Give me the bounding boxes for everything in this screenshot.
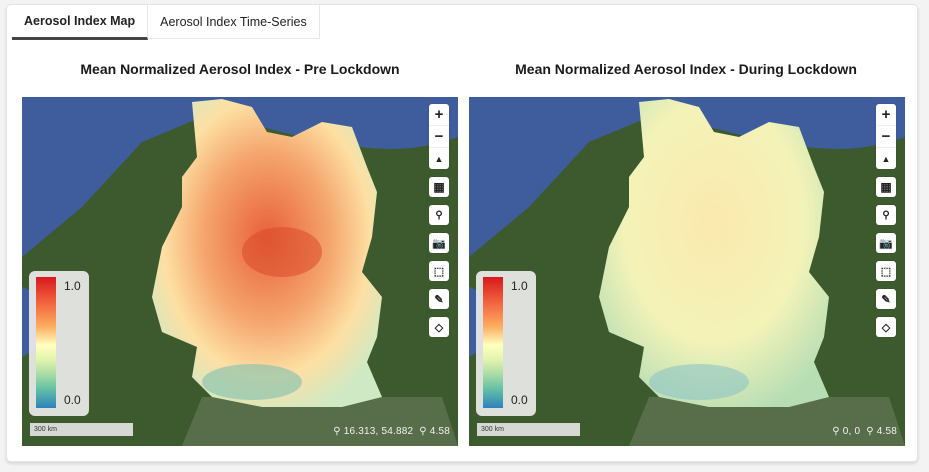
screenshot-button[interactable]: 📷 xyxy=(429,233,449,253)
colorbar-legend: 1.0 0.0 xyxy=(29,271,89,416)
zoom-control-group: + − ▲ xyxy=(429,104,449,169)
tab-aerosol-index-time-series[interactable]: Aerosol Index Time-Series xyxy=(148,5,320,39)
panel-title-pre-lockdown: Mean Normalized Aerosol Index - Pre Lock… xyxy=(80,61,400,77)
zoom-control-group: + − ▲ xyxy=(876,104,896,169)
screenshot-button[interactable]: 📷 xyxy=(876,233,896,253)
zoom-out-button[interactable]: − xyxy=(876,126,896,148)
legend-min: 0.0 xyxy=(64,393,81,407)
zoom-in-button[interactable]: + xyxy=(876,104,896,126)
select-region-button[interactable]: ⬚ xyxy=(429,261,449,281)
basemap-grid-button[interactable]: ▦ xyxy=(429,177,449,197)
map-during-lockdown[interactable]: 1.0 0.0 300 km ⚲ 0, 0 ⚲ 4.58 + − ▲ ▦ ⚲ 📷… xyxy=(469,97,905,446)
select-region-button[interactable]: ⬚ xyxy=(876,261,896,281)
map-pre-lockdown[interactable]: 1.0 0.0 300 km ⚲ 16.313, 54.882 ⚲ 4.58 +… xyxy=(22,97,458,446)
satellite-basemap xyxy=(22,97,458,446)
zoom-level-icon: ⚲ xyxy=(866,426,874,437)
coords-value: 16.313, 54.882 xyxy=(343,426,414,437)
legend-max: 1.0 xyxy=(64,279,81,293)
scale-bar: 300 km xyxy=(477,423,580,436)
tab-bar: Aerosol Index Map Aerosol Index Time-Ser… xyxy=(12,5,320,40)
panel-title-during-lockdown: Mean Normalized Aerosol Index - During L… xyxy=(515,61,857,77)
coordinates-display: ⚲ 0, 0 ⚲ 4.58 xyxy=(832,426,897,437)
tab-aerosol-index-map[interactable]: Aerosol Index Map xyxy=(12,5,149,40)
basemap-grid-button[interactable]: ▦ xyxy=(876,177,896,197)
compass-reset-button[interactable]: ▲ xyxy=(881,153,891,164)
legend-max: 1.0 xyxy=(511,279,528,293)
zoom-level-icon: ⚲ xyxy=(419,426,427,437)
coords-value: 0, 0 xyxy=(842,426,861,437)
coordinates-display: ⚲ 16.313, 54.882 ⚲ 4.58 xyxy=(333,426,450,437)
color-picker-button[interactable]: ✎ xyxy=(876,289,896,309)
colorbar-legend: 1.0 0.0 xyxy=(476,271,536,416)
map-controls: + − ▲ ▦ ⚲ 📷 ⬚ ✎ ◇ xyxy=(429,104,451,345)
colorbar xyxy=(483,277,503,408)
zoom-to-box-button[interactable]: ⚲ xyxy=(429,205,449,225)
zoom-value: 4.58 xyxy=(876,426,897,437)
colorbar xyxy=(36,277,56,408)
zoom-in-button[interactable]: + xyxy=(429,104,449,126)
zoom-out-button[interactable]: − xyxy=(429,126,449,148)
legend-min: 0.0 xyxy=(511,393,528,407)
map-controls: + − ▲ ▦ ⚲ 📷 ⬚ ✎ ◇ xyxy=(876,104,898,345)
zoom-to-box-button[interactable]: ⚲ xyxy=(876,205,896,225)
layers-button[interactable]: ◇ xyxy=(876,317,896,337)
compass-reset-button[interactable]: ▲ xyxy=(434,153,444,164)
layers-button[interactable]: ◇ xyxy=(429,317,449,337)
location-pin-icon: ⚲ xyxy=(333,426,341,437)
satellite-basemap xyxy=(469,97,905,446)
location-pin-icon: ⚲ xyxy=(832,426,840,437)
color-picker-button[interactable]: ✎ xyxy=(429,289,449,309)
zoom-value: 4.58 xyxy=(429,426,450,437)
scale-bar: 300 km xyxy=(30,423,133,436)
